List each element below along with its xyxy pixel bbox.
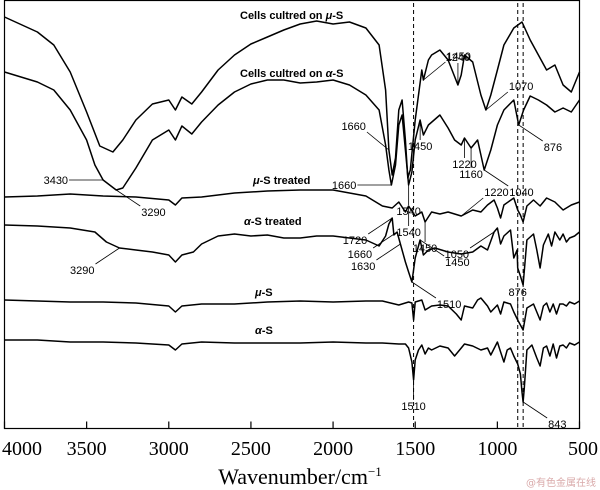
peak-annotation-label: 876 — [544, 142, 562, 154]
annotation-leader — [96, 248, 120, 264]
annotation-leader — [376, 244, 400, 260]
x-axis-ticks: 4000 3500 3000 2500 2000 1500 1000 500 — [2, 422, 598, 461]
annotation-leader — [412, 282, 436, 298]
spectrum-curve-1 — [5, 72, 580, 190]
peak-annotation-label: 1220 — [484, 187, 508, 199]
peak-annotation-label: 1540 — [396, 227, 420, 239]
peak-annotation-label: 1040 — [509, 187, 533, 199]
x-tick-label: 3000 — [149, 438, 189, 460]
peak-annotation-label: 1450 — [408, 141, 432, 153]
peak-annotation-label: 1720 — [343, 235, 367, 247]
x-tick-label: 3500 — [67, 438, 107, 460]
x-axis-title: Wavenumber/cm−1 — [218, 464, 382, 489]
annotation-leader — [461, 198, 483, 216]
peak-annotation-label: 1660 — [332, 180, 356, 192]
spectrum-curve-4 — [5, 298, 580, 330]
series-label-2: μ-S treated — [252, 175, 310, 187]
peak-annotation-label: 1160 — [459, 169, 483, 181]
x-tick-label: 2000 — [313, 438, 353, 460]
peak-annotation-label: 876 — [509, 287, 527, 299]
annotation-leader — [484, 170, 508, 186]
peak-annotation-label: 1070 — [509, 81, 533, 93]
watermark: @有色金属在线 — [526, 476, 596, 489]
x-tick-label: 500 — [568, 438, 598, 460]
x-tick-label: 2500 — [231, 438, 271, 460]
peak-annotation-label: 1050 — [445, 249, 469, 261]
annotation-leader — [373, 232, 397, 248]
series-label-1: Cells cultred on α-S — [240, 68, 343, 80]
series-label-0: Cells cultred on μ-S — [240, 10, 343, 22]
series-label-3: α-S treated — [244, 216, 302, 228]
x-tick-label: 1500 — [395, 438, 435, 460]
annotation-leader — [116, 190, 140, 206]
annotation-leader — [519, 125, 543, 141]
plot-frame — [5, 1, 580, 429]
x-tick-label: 4000 — [2, 438, 42, 460]
peak-annotation-label: 3290 — [141, 207, 165, 219]
peak-annotation-label: 843 — [548, 419, 566, 431]
peak-annotation-label: 1510 — [401, 401, 425, 413]
peak-annotation-label: 3290 — [70, 265, 94, 277]
peak-annotation-label: 1660 — [341, 121, 365, 133]
peak-annotations: 1660145012401070876166014501220116010401… — [44, 51, 567, 431]
peak-annotation-label: 3430 — [44, 175, 68, 187]
peak-annotation-label: 1510 — [437, 299, 461, 311]
peak-annotation-label: 1240 — [446, 52, 470, 64]
series-label-4: μ-S — [254, 287, 273, 299]
annotation-leader — [523, 402, 547, 418]
curve-labels: Cells cultred on μ-S Cells cultred on α-… — [240, 10, 343, 337]
spectrum-curve-5 — [5, 340, 580, 402]
x-tick-label: 1000 — [477, 438, 517, 460]
peak-annotation-label: 1660 — [348, 249, 372, 261]
annotation-leader — [367, 132, 389, 150]
series-label-5: α-S — [255, 325, 273, 337]
peak-annotation-label: 1630 — [351, 261, 375, 273]
